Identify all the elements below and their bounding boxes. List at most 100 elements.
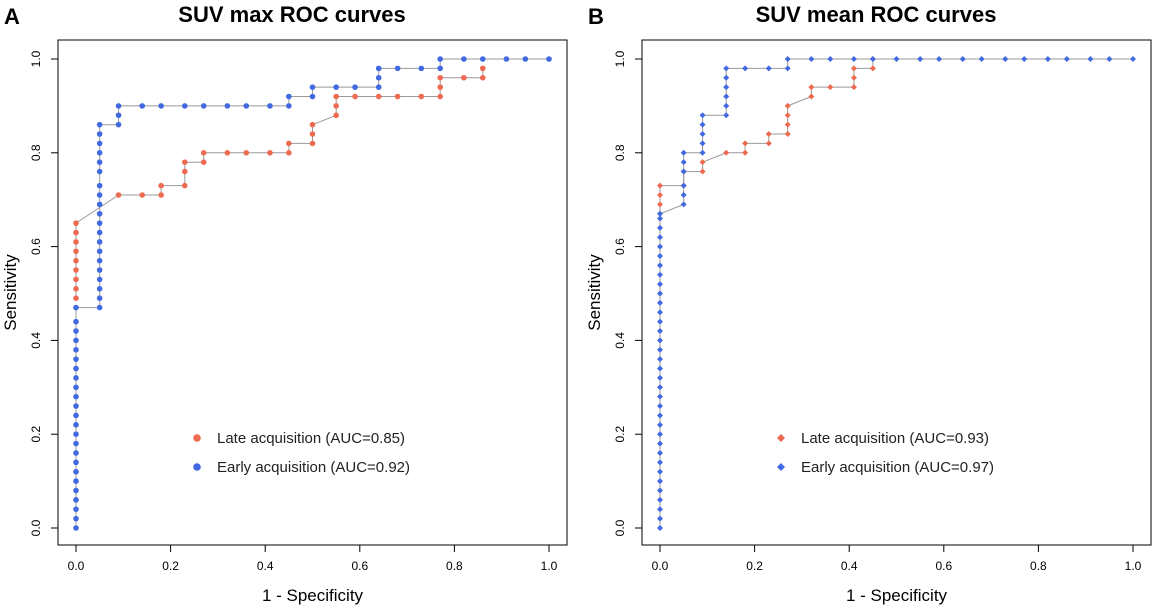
data-point xyxy=(309,121,316,128)
data-point xyxy=(73,248,79,255)
legend-marker-late xyxy=(193,434,201,442)
data-point xyxy=(200,103,207,109)
data-point xyxy=(1044,56,1051,62)
data-point xyxy=(96,304,103,311)
data-point xyxy=(461,56,467,62)
legend-marker-late xyxy=(777,434,785,442)
data-point xyxy=(309,84,316,90)
data-point xyxy=(1063,56,1070,62)
data-point xyxy=(96,286,103,292)
data-point xyxy=(437,65,444,72)
data-point xyxy=(437,74,444,81)
data-point xyxy=(333,103,339,109)
data-point xyxy=(503,56,510,62)
data-point xyxy=(699,112,706,119)
series-early xyxy=(73,56,552,531)
data-point xyxy=(657,440,663,447)
data-point xyxy=(286,93,292,100)
data-point xyxy=(784,102,791,109)
data-point xyxy=(699,149,706,156)
data-point xyxy=(224,150,231,156)
data-point xyxy=(200,150,207,156)
data-point xyxy=(73,440,79,447)
data-point xyxy=(96,276,103,283)
data-point xyxy=(936,56,943,62)
y-tick-label: 0.8 xyxy=(29,144,43,161)
data-point xyxy=(723,65,730,72)
data-point xyxy=(73,487,79,494)
y-tick-label: 0.0 xyxy=(29,519,43,536)
data-point xyxy=(243,150,250,156)
data-point xyxy=(73,356,79,362)
data-point xyxy=(850,84,857,91)
data-point xyxy=(352,93,358,100)
data-point xyxy=(869,56,876,62)
data-point xyxy=(680,192,687,199)
data-point xyxy=(96,295,103,301)
data-point xyxy=(73,286,79,292)
panel-letter: B xyxy=(588,4,604,29)
data-point xyxy=(115,112,122,119)
data-point xyxy=(808,56,815,62)
x-tick-label: 0.2 xyxy=(746,559,763,573)
data-point xyxy=(657,262,663,269)
data-point xyxy=(699,121,706,128)
data-point xyxy=(680,168,687,175)
y-tick-label: 0.6 xyxy=(29,238,43,255)
data-point xyxy=(243,103,250,109)
y-tick-label: 0.8 xyxy=(613,144,627,161)
data-point xyxy=(680,149,687,156)
data-point xyxy=(657,384,663,391)
data-point xyxy=(657,215,663,222)
data-point xyxy=(73,220,79,226)
x-tick-label: 1.0 xyxy=(541,559,558,573)
data-point xyxy=(765,65,772,72)
data-point xyxy=(158,182,164,189)
data-point xyxy=(73,239,79,245)
y-tick-label: 0.4 xyxy=(613,332,627,349)
data-point xyxy=(680,201,687,208)
data-point xyxy=(699,159,706,166)
data-point xyxy=(827,56,834,62)
data-point xyxy=(158,192,164,198)
data-point xyxy=(224,103,231,109)
panel-letter: A xyxy=(4,4,20,29)
data-point xyxy=(96,229,103,236)
data-point xyxy=(181,182,188,189)
x-tick-label: 0.0 xyxy=(68,559,85,573)
data-point xyxy=(73,506,79,513)
data-point xyxy=(699,168,706,175)
data-point xyxy=(657,337,663,344)
data-point xyxy=(309,140,316,147)
data-point xyxy=(723,84,730,91)
plot-frame xyxy=(641,39,1152,546)
data-point xyxy=(657,515,663,522)
data-point xyxy=(657,252,663,259)
chart-title: SUV mean ROC curves xyxy=(755,2,997,27)
data-point xyxy=(181,159,188,165)
data-point xyxy=(375,65,382,72)
data-point xyxy=(765,131,772,138)
data-point xyxy=(657,487,663,494)
data-point xyxy=(657,224,663,231)
data-point xyxy=(309,131,316,137)
data-point xyxy=(73,384,79,391)
y-tick-label: 0.0 xyxy=(613,519,627,536)
data-point xyxy=(333,93,339,100)
data-point xyxy=(657,449,663,456)
data-point xyxy=(437,84,444,90)
data-point xyxy=(850,65,857,72)
series-line-late xyxy=(75,68,484,299)
series-early xyxy=(657,56,1136,531)
data-point xyxy=(657,210,663,217)
data-point xyxy=(181,103,188,109)
legend: Late acquisition (AUC=0.93) Early acquisi… xyxy=(777,430,994,476)
data-point xyxy=(1106,56,1113,62)
data-point xyxy=(333,84,339,90)
data-point xyxy=(73,318,79,325)
data-point xyxy=(850,56,857,62)
data-point xyxy=(479,65,486,72)
series-line-late xyxy=(659,59,874,214)
data-point xyxy=(1130,56,1136,62)
data-point xyxy=(73,525,79,531)
